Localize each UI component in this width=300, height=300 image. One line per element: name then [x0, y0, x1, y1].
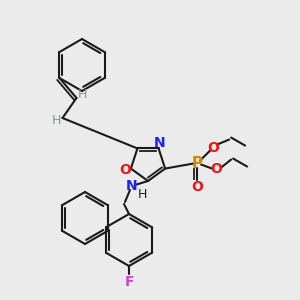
Text: O: O — [207, 141, 219, 154]
Text: F: F — [124, 275, 134, 289]
Text: O: O — [191, 180, 203, 194]
Text: P: P — [192, 156, 203, 171]
Text: O: O — [210, 162, 222, 176]
Text: N: N — [154, 136, 165, 150]
Text: H: H — [78, 88, 87, 100]
Text: H: H — [137, 188, 147, 200]
Text: H: H — [52, 113, 61, 127]
Text: O: O — [119, 163, 131, 177]
Text: N: N — [126, 179, 138, 193]
